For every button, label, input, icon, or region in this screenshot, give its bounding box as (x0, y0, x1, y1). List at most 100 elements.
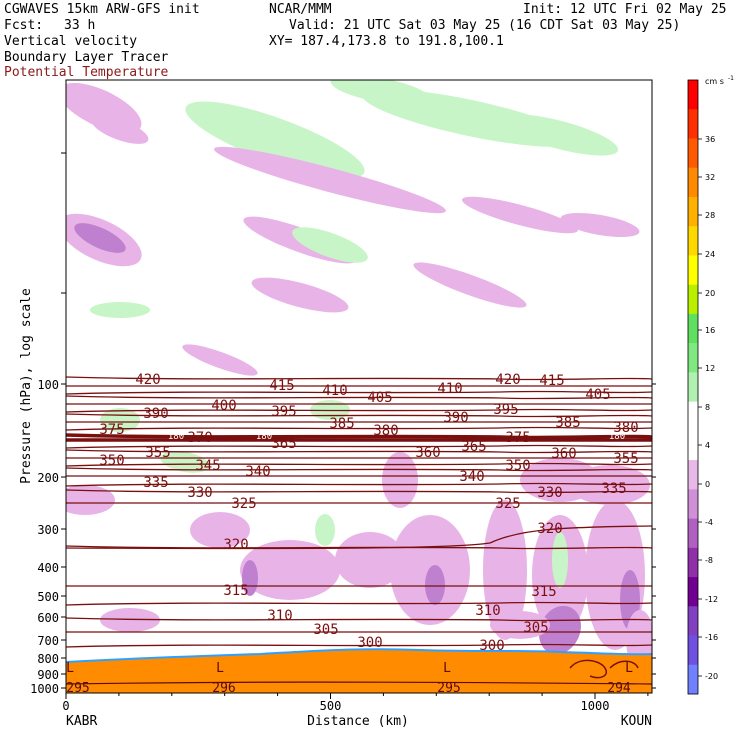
x-tick-label: 500 (320, 699, 342, 713)
theta-label: 360 (551, 446, 576, 462)
colorbar-label: 36 (705, 135, 715, 144)
y-tick-label: 500 (37, 590, 59, 604)
velocity-blob (91, 116, 149, 144)
terrain-edge (66, 648, 652, 663)
colorbar-label: 12 (705, 364, 715, 373)
colorbar-label: 24 (705, 250, 715, 259)
theta-contour (66, 462, 652, 467)
theta-label: 395 (271, 404, 296, 420)
y-tick-label: 700 (37, 634, 59, 648)
theta-label: 355 (145, 445, 170, 461)
colorbar-swatch (688, 138, 698, 169)
colorbar: cm s -1 36 32 28 24 20 16 12 8 4 0 -4 -8 -12 -16 -20 (687, 75, 734, 695)
theta-label: 420 (135, 372, 160, 388)
velocity-blob (552, 532, 568, 588)
surface-label: L (66, 661, 74, 676)
theta-contour (66, 426, 652, 431)
colorbar-label: -4 (705, 518, 713, 527)
colorbar-unit: cm s (705, 77, 724, 86)
velocity-blob (185, 101, 365, 179)
theta-label: 325 (495, 496, 520, 512)
theta-contour (66, 617, 652, 622)
y-tick-label: 900 (37, 668, 59, 682)
y-tick-label: 200 (37, 471, 59, 485)
surface-theta-closed (569, 659, 639, 679)
colorbar-label: -16 (705, 633, 718, 642)
theta-label: 320 (223, 537, 248, 553)
theta-contour (66, 390, 652, 395)
theta-label: 415 (269, 378, 294, 394)
theta-label: 365 (271, 436, 296, 452)
colorbar-label: 16 (705, 326, 715, 335)
velocity-blob (382, 452, 418, 508)
velocity-blob (182, 344, 258, 376)
velocity-blob (100, 408, 140, 432)
theta-label: 315 (531, 584, 556, 600)
theta-label: 355 (613, 451, 638, 467)
colorbar-swatch (688, 460, 698, 490)
theta-contour (66, 643, 652, 648)
theta-label: 405 (367, 390, 392, 406)
theta-label: 305 (523, 620, 548, 636)
theta-contour (66, 601, 652, 606)
colorbar-unit-exponent: -1 (728, 75, 734, 82)
surface-label: L (625, 661, 633, 676)
theta-label: 390 (143, 406, 168, 422)
terrain-mask (66, 648, 652, 693)
vertical-velocity-shading (66, 80, 652, 670)
velocity-blob (251, 277, 349, 313)
init-time: Init: 12 UTC Fri 02 May 25 (523, 2, 727, 17)
theta-label: 410 (322, 383, 347, 399)
field-potential-temperature: Potential Temperature (4, 65, 169, 80)
organization-label: NCAR/MMM (269, 2, 332, 17)
y-tick-label: 400 (37, 561, 59, 575)
theta-label: 380 (373, 423, 398, 439)
velocity-blob (160, 451, 210, 473)
colorbar-label: -8 (705, 556, 713, 565)
surface-label: L (216, 661, 224, 676)
forecast-label: Fcst: (4, 18, 44, 33)
colorbar-label: 8 (705, 403, 710, 412)
colorbar-label: -20 (705, 672, 718, 681)
theta-contour (66, 376, 652, 381)
theta-label: 335 (143, 475, 168, 491)
tracer-label: 180 (256, 432, 272, 442)
theta-label: 315 (223, 583, 248, 599)
theta-label: 365 (461, 439, 486, 455)
velocity-blob (501, 114, 619, 156)
theta-label: 305 (313, 622, 338, 638)
velocity-blob (461, 196, 579, 234)
y-tick-label: 600 (37, 611, 59, 625)
terrain-fill (66, 649, 652, 693)
theta-label: 335 (601, 481, 626, 497)
colorbar-label: 32 (705, 173, 715, 182)
surface-label: L (443, 661, 451, 676)
theta-contour (66, 444, 652, 449)
colorbar-swatch (688, 635, 698, 666)
velocity-blob (242, 560, 258, 596)
theta-label: 385 (555, 415, 580, 431)
theta-label: 300 (357, 635, 382, 651)
theta-label: 350 (99, 453, 124, 469)
surface-label: 296 (212, 681, 235, 696)
theta-label: 330 (187, 485, 212, 501)
theta-label: 320 (537, 521, 562, 537)
tracer-label: 180 (609, 432, 625, 442)
theta-label: 385 (329, 416, 354, 432)
colorbar-swatch (688, 577, 698, 607)
tracer-label: 180 (168, 432, 184, 442)
theta-label: 375 (505, 430, 530, 446)
left-endpoint-label: KABR (66, 714, 97, 729)
velocity-blob (66, 485, 115, 515)
theta-label: 400 (211, 398, 236, 414)
velocity-blob (330, 80, 430, 105)
theta-contour (66, 395, 652, 400)
surface-label: 295 (437, 681, 460, 696)
velocity-blob (74, 223, 126, 253)
y-tick-label: 1000 (30, 682, 59, 696)
velocity-blob (315, 514, 335, 546)
cross-section-endpoints: XY= 187.4,173.8 to 191.8,100.1 (269, 34, 504, 49)
colorbar-swatch (688, 284, 698, 315)
theta-contour (66, 482, 652, 487)
colorbar-swatch (688, 80, 698, 110)
